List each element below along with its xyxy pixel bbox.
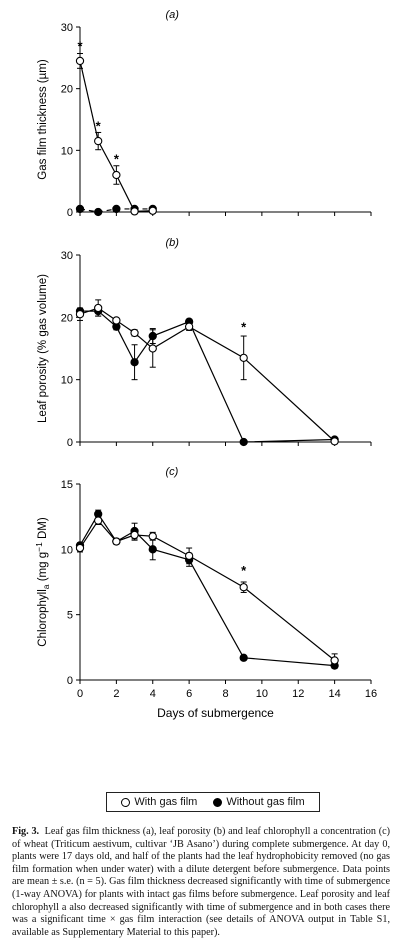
- panel-a-with-gas-film-line: [79, 60, 153, 212]
- panel-c-significance-star: *: [241, 563, 247, 578]
- panel-b-without-gas-film-line: [80, 310, 335, 443]
- legend-label-with-gas-film: With gas film: [134, 796, 198, 808]
- panel-b-without-gas-film-point: [239, 437, 248, 447]
- panel-b-with-gas-film-point: [75, 310, 85, 319]
- panel-c-x-axis-title: Days of submergence: [157, 706, 274, 720]
- panel-b-y-tick-label: 10: [61, 375, 73, 387]
- panel-b-y-axis-title: Leaf porosity (% gas volume): [37, 274, 49, 423]
- caption-label: Fig. 3.: [12, 826, 40, 837]
- panel-b-y-tick-label: 0: [67, 437, 73, 449]
- caption-text: Leaf gas film thickness (a), leaf porosi…: [12, 826, 391, 938]
- panel-a-significance-star: *: [96, 119, 102, 134]
- panel-b-with-gas-film-point: [184, 322, 194, 331]
- panel-b-label: (b): [166, 237, 180, 249]
- panel-a-with-gas-film-point: [148, 206, 157, 215]
- panel-b-with-gas-film-point: [130, 328, 139, 338]
- panel-c-with-gas-film-point: [148, 532, 157, 541]
- panel-b-with-gas-film-point: [239, 353, 248, 362]
- panel-c-y-tick-label: 15: [61, 479, 73, 491]
- panel-a-significance-star: *: [77, 39, 83, 54]
- panel-c-without-gas-film-line: [79, 512, 335, 667]
- panel-c-with-gas-film-point: [130, 530, 139, 540]
- panel-b-y-tick-label: 30: [61, 250, 73, 262]
- panel-a-label: (a): [166, 9, 180, 21]
- chart-legend: With gas film Without gas film: [106, 792, 320, 812]
- panel-c-x-tick-label: 8: [222, 688, 228, 700]
- panel-b-y-tick-label: 20: [61, 312, 73, 324]
- panel-c-with-gas-film-point: [112, 537, 121, 546]
- panel-c-x-tick-label: 16: [365, 688, 377, 700]
- figure-caption: Fig. 3. Leaf gas film thickness (a), lea…: [12, 826, 390, 939]
- panel-c-y-tick-label: 10: [61, 544, 73, 556]
- panel-c-with-gas-film-point: [330, 656, 339, 665]
- panel-c-x-tick-label: 14: [329, 688, 341, 700]
- panel-c-y-tick-label: 5: [67, 610, 73, 622]
- panel-a-with-gas-film-point: [130, 207, 139, 216]
- panel-c-with-gas-film-point: [239, 583, 248, 592]
- filled-circle-icon: [213, 797, 223, 807]
- panel-c-x-tick-label: 4: [150, 688, 156, 700]
- panel-c-x-tick-label: 12: [292, 688, 304, 700]
- panel-c-x-tick-label: 0: [77, 688, 83, 700]
- panel-c-y-tick-label: 0: [67, 675, 73, 687]
- panel-b-significance-star: *: [241, 320, 247, 335]
- panel-a-y-tick-label: 30: [61, 22, 73, 34]
- panel-a-with-gas-film-point: [112, 170, 121, 180]
- panel-c-with-gas-film-point: [75, 543, 85, 553]
- panel-a-y-tick-label: 20: [61, 84, 73, 96]
- legend-item-without-gas-film: Without gas film: [213, 796, 305, 808]
- panel-a-significance-star: *: [114, 151, 120, 166]
- legend-label-without-gas-film: Without gas film: [226, 796, 305, 808]
- panel-a-y-tick-label: 0: [67, 207, 73, 219]
- panel-c-label: (c): [166, 466, 179, 478]
- panel-a-with-gas-film-point: [75, 56, 85, 66]
- open-circle-icon: [121, 797, 131, 807]
- panel-c-y-axis-title: Chlorophylla (mg g−1 DM): [34, 517, 51, 647]
- panel-c-x-tick-label: 2: [113, 688, 119, 700]
- panel-a-without-gas-film-point: [75, 204, 85, 214]
- legend-item-with-gas-film: With gas film: [121, 796, 197, 808]
- panel-b-with-gas-film-point: [94, 303, 103, 313]
- panel-c-without-gas-film-point: [239, 653, 248, 662]
- panel-c-x-tick-label: 10: [256, 688, 268, 700]
- panel-a-y-axis-title: Gas film thickness (µm): [37, 59, 49, 180]
- panel-a-without-gas-film-point: [94, 207, 103, 217]
- panel-c-x-tick-label: 6: [186, 688, 192, 700]
- panel-c-with-gas-film-line: [79, 519, 336, 661]
- panel-b-with-gas-film-point: [330, 437, 339, 446]
- panel-a-with-gas-film-point: [94, 136, 103, 146]
- panel-b-with-gas-film-point: [148, 344, 157, 353]
- panel-c-with-gas-film-point: [184, 551, 194, 561]
- panel-a-without-gas-film-point: [112, 204, 121, 214]
- panel-c-with-gas-film-point: [94, 516, 103, 525]
- panel-b-without-gas-film-point: [130, 358, 139, 367]
- panel-c-without-gas-film-point: [148, 545, 157, 554]
- panel-a-y-tick-label: 10: [61, 145, 73, 157]
- panel-b-with-gas-film-point: [112, 316, 121, 325]
